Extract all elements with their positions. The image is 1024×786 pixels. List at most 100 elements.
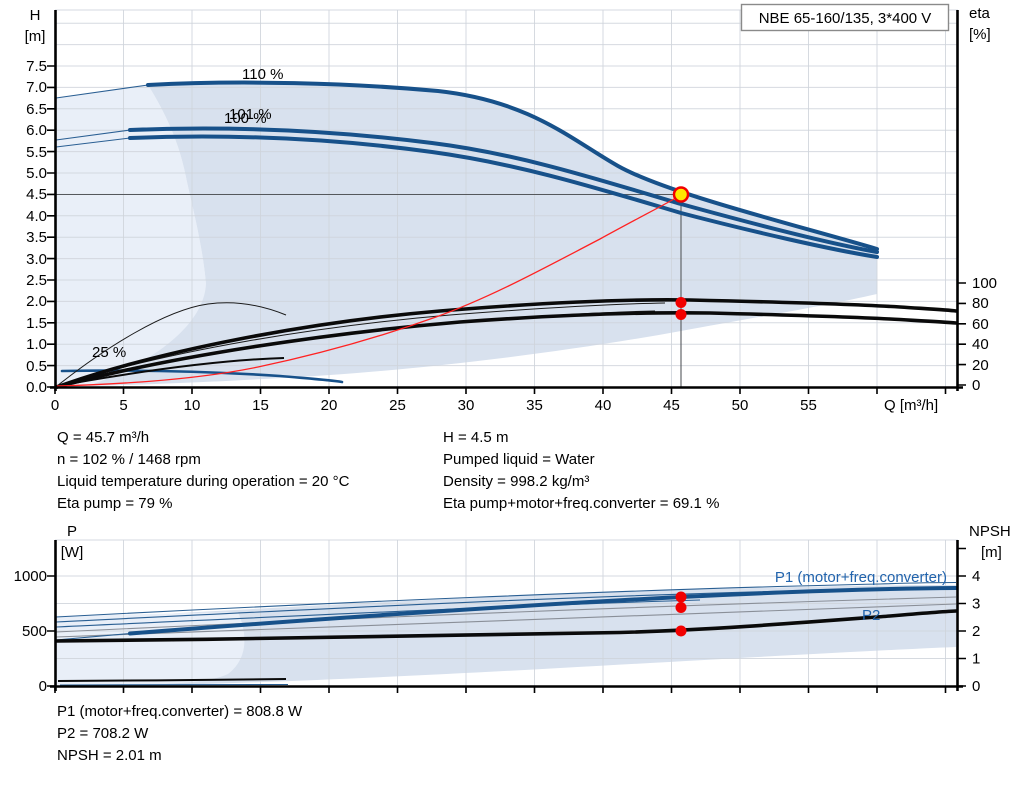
pump-title-box bbox=[740, 3, 950, 32]
npsh-tick-label: 3 bbox=[972, 596, 980, 613]
curve-110pct-extension bbox=[55, 84, 149, 99]
npsh-p2-curve bbox=[55, 609, 958, 643]
info-line-eta-pump: Eta pump = 79 % bbox=[57, 495, 173, 512]
eta-pump-curve bbox=[55, 298, 958, 389]
q-tick-label: 5 bbox=[119, 397, 127, 414]
eta-curve-thin-1 bbox=[56, 302, 666, 387]
h-tick-label: 5.5 bbox=[26, 144, 47, 161]
top-x-axis-label: Q [m³/h] bbox=[884, 397, 938, 414]
h-tick-label: 0.5 bbox=[26, 358, 47, 375]
bottom-y-axis-name: P bbox=[67, 523, 77, 540]
info-line-liquid: Pumped liquid = Water bbox=[443, 451, 595, 468]
curve-label-100pct: 100 % bbox=[224, 110, 267, 127]
p-tick-label: 0 bbox=[39, 678, 47, 695]
p2-marker bbox=[675, 602, 687, 613]
eta-tick-label: 60 bbox=[972, 316, 989, 333]
bottom-x-ticks bbox=[54, 687, 947, 693]
info-line-p1: P1 (motor+freq.converter) = 808.8 W bbox=[57, 703, 303, 720]
p1-curve-extension bbox=[55, 632, 131, 641]
curve-label-25pct: 25 % bbox=[92, 344, 126, 361]
p2-curve-label: P2 bbox=[862, 607, 880, 624]
info-line-p2: P2 = 708.2 W bbox=[57, 725, 149, 742]
curve-100pct-extension bbox=[55, 137, 131, 148]
power-envelope-line-3 bbox=[55, 599, 701, 628]
npsh-tick-label: 1 bbox=[972, 651, 980, 668]
top-y-axis-name: H bbox=[30, 7, 41, 24]
top-right-axis-name: eta bbox=[969, 5, 991, 22]
q-tick-label: 0 bbox=[51, 397, 59, 414]
p1-curve-label: P1 (motor+freq.converter) bbox=[775, 569, 947, 586]
h-tick-label: 2.5 bbox=[26, 272, 47, 289]
duty-info-left-column: Q = 45.7 m³/h n = 102 % / 1468 rpm Liqui… bbox=[57, 427, 349, 515]
bottom-right-axis-unit: [m] bbox=[981, 544, 1002, 561]
h-tick-label: 6.5 bbox=[26, 101, 47, 118]
p1-curve bbox=[128, 586, 958, 636]
q-tick-label: 55 bbox=[800, 397, 817, 414]
curve-label-101pct: 101 % bbox=[229, 106, 272, 123]
eta-tick-label: 80 bbox=[972, 295, 989, 312]
top-h-ticks bbox=[47, 65, 55, 388]
eta-tick-label: 20 bbox=[972, 357, 989, 374]
top-x-ticks bbox=[54, 387, 947, 394]
duty-point-marker[interactable] bbox=[672, 186, 690, 203]
info-line-q: Q = 45.7 m³/h bbox=[57, 429, 150, 446]
h-tick-label: 7.5 bbox=[26, 58, 47, 75]
h-tick-label: 5.0 bbox=[26, 165, 47, 182]
h-tick-label: 1.0 bbox=[26, 336, 47, 353]
bottom-y-axis-unit: [W] bbox=[61, 544, 84, 561]
info-line-temperature: Liquid temperature during operation = 20… bbox=[57, 473, 350, 490]
h-tick-label: 4.0 bbox=[26, 208, 47, 225]
h-tick-label: 4.5 bbox=[26, 186, 47, 203]
info-line-h: H = 4.5 m bbox=[443, 429, 509, 446]
curve-label-110pct: 110 % bbox=[242, 66, 283, 83]
eta-curve-reduced-speed bbox=[56, 302, 287, 387]
h-tick-label: 3.0 bbox=[26, 251, 47, 268]
top-right-axis-unit: [%] bbox=[969, 26, 991, 43]
npsh-tick-label: 4 bbox=[972, 568, 980, 585]
q-tick-label: 35 bbox=[526, 397, 543, 414]
system-curve bbox=[56, 194, 682, 387]
p-tick-label: 500 bbox=[22, 623, 47, 640]
h-tick-label: 6.0 bbox=[26, 122, 47, 139]
curve-101pct bbox=[128, 126, 879, 254]
p-tick-label: 1000 bbox=[14, 568, 47, 585]
curve-100pct bbox=[128, 134, 879, 259]
eta-pump-marker bbox=[675, 297, 687, 308]
top-grid-vertical bbox=[123, 10, 946, 387]
bottom-p-ticks bbox=[47, 575, 55, 687]
h-tick-label: 0.0 bbox=[26, 379, 47, 396]
eta-tick-label: 0 bbox=[972, 377, 980, 394]
eta-total-curve bbox=[55, 310, 958, 389]
h-tick-label: 3.5 bbox=[26, 229, 47, 246]
curve-110pct bbox=[146, 80, 879, 251]
min-speed-power-curve bbox=[57, 678, 287, 682]
info-line-density: Density = 998.2 kg/m³ bbox=[443, 473, 590, 490]
top-y-axis-unit: [m] bbox=[25, 28, 46, 45]
h-tick-label: 7.0 bbox=[26, 79, 47, 96]
eta-total-marker bbox=[675, 309, 687, 320]
eta-tick-label: 40 bbox=[972, 336, 989, 353]
eta-tick-label: 100 bbox=[972, 275, 997, 292]
q-tick-label: 20 bbox=[321, 397, 338, 414]
npsh-tick-label: 2 bbox=[972, 623, 980, 640]
bottom-npsh-ticks bbox=[958, 547, 966, 687]
power-envelope-line-4 bbox=[55, 596, 957, 633]
bottom-grid-horizontal bbox=[55, 539, 958, 659]
info-line-npsh: NPSH = 2.01 m bbox=[57, 747, 162, 764]
q-tick-label: 50 bbox=[732, 397, 749, 414]
q-tick-label: 30 bbox=[458, 397, 475, 414]
q-tick-label: 40 bbox=[595, 397, 612, 414]
top-envelope-shade-light bbox=[56, 85, 207, 386]
curve-101pct-extension bbox=[55, 129, 131, 141]
power-envelope-line-1 bbox=[55, 581, 957, 618]
bottom-right-axis-name: NPSH bbox=[969, 523, 1011, 540]
pump-title: NBE 65-160/135, 3*400 V bbox=[759, 10, 932, 27]
duty-info-right-column: H = 4.5 m Pumped liquid = Water Density … bbox=[443, 427, 719, 515]
q-tick-label: 10 bbox=[184, 397, 201, 414]
npsh-tick-label: 0 bbox=[972, 678, 980, 695]
info-line-speed: n = 102 % / 1468 rpm bbox=[57, 451, 201, 468]
h-tick-label: 1.5 bbox=[26, 315, 47, 332]
q-tick-label: 45 bbox=[663, 397, 680, 414]
